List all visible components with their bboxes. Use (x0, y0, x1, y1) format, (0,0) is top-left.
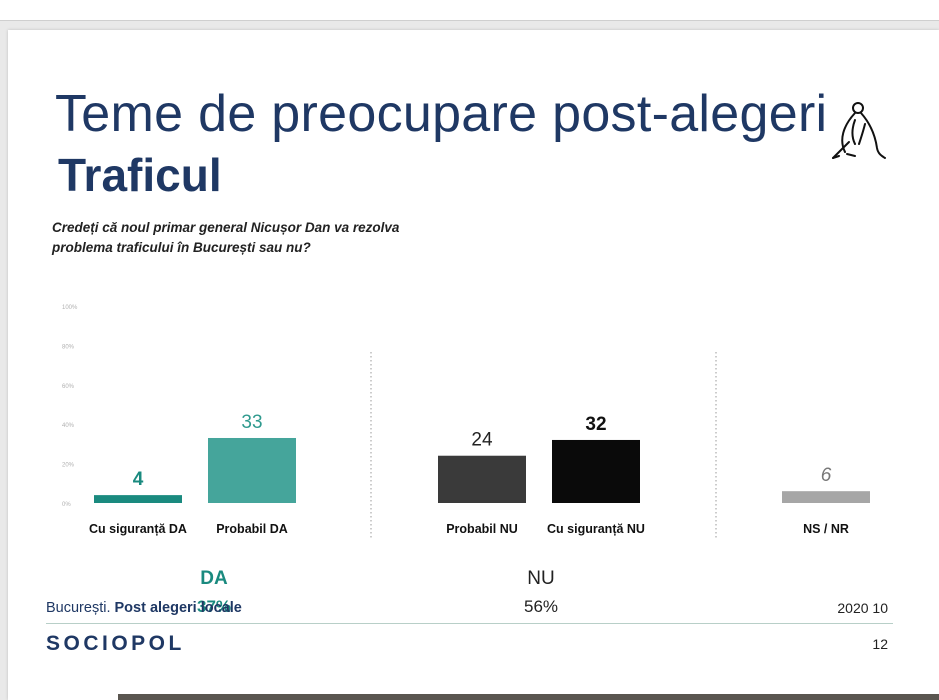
y-tick-label: 40% (62, 423, 75, 429)
footer-source: București. Post alegeri locale (46, 600, 242, 616)
footer-location: București. (46, 600, 111, 616)
bar-series (94, 437, 870, 503)
survey-question-line-2: problema traficului în București sau nu? (52, 240, 311, 255)
category-label: Probabil NU (446, 522, 518, 536)
group-totals: DA 37% NU 56% (197, 568, 558, 616)
value-label: 24 (471, 430, 493, 451)
group-total: 37% (197, 597, 231, 616)
group-label: NU (527, 568, 554, 589)
group-label: DA (200, 568, 228, 589)
page-number: 12 (872, 636, 888, 652)
bar (94, 495, 182, 503)
category-label: Cu siguranță DA (89, 522, 187, 536)
bar (438, 455, 526, 503)
value-label: 4 (133, 469, 144, 490)
survey-question: Credeți că noul primar general Nicușor D… (52, 218, 472, 258)
footer-date: 2020 10 (837, 600, 888, 616)
category-label: NS / NR (803, 522, 849, 536)
footer-divider (46, 623, 893, 624)
y-tick-label: 0% (62, 502, 71, 508)
bottom-strip (118, 694, 939, 700)
category-label: Cu siguranță NU (547, 522, 645, 536)
category-labels: Cu siguranță DA Probabil DA Probabil NU Cu … (89, 522, 849, 536)
y-tick-label: 80% (62, 344, 75, 350)
page-subtitle: Traficul (58, 149, 222, 201)
bar (552, 439, 640, 503)
value-labels: 4 33 24 32 6 (133, 412, 832, 490)
bar (208, 437, 296, 503)
brand-logo: SOCIOPOL (46, 632, 185, 655)
y-axis: 0% 20% 40% 60% 80% 100% (62, 305, 78, 508)
y-tick-label: 60% (62, 384, 75, 390)
y-tick-label: 20% (62, 463, 75, 469)
value-label: 33 (241, 412, 262, 433)
thinker-logo-icon (832, 102, 886, 159)
value-label: 32 (585, 414, 606, 435)
survey-question-line-1: Credeți că noul primar general Nicușor D… (52, 220, 400, 235)
top-window-bar (0, 0, 939, 21)
bar (782, 491, 870, 503)
presentation-slide (8, 30, 939, 700)
category-label: Probabil DA (216, 522, 288, 536)
footer-study: Post alegeri locale (114, 600, 242, 616)
group-total: 56% (524, 597, 558, 616)
y-tick-label: 100% (62, 305, 78, 311)
value-label: 6 (821, 465, 832, 486)
group-dividers (370, 352, 717, 540)
page-title: Teme de preocupare post-alegeri (55, 85, 828, 143)
